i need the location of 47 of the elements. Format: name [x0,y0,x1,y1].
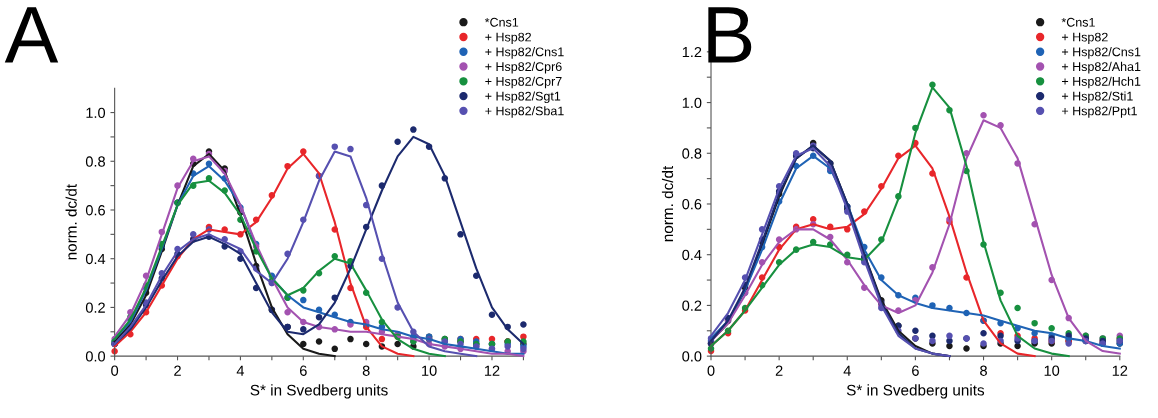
y-tick-label: 0.0 [682,351,702,362]
y-tick-label: 0.2 [682,300,702,311]
x-tick-label: 6 [912,365,919,376]
y-tick-label: 0.0 [85,351,106,362]
y-axis-title: norm. dc/dt [65,184,77,260]
legend-label: *Cns1 [484,17,519,27]
legend-label: + Hsp82/Cns1 [485,47,564,59]
x-tick-label: 4 [843,365,851,376]
annotation: B [708,7,752,63]
y-axis-title: norm. dc/dt [661,165,674,242]
y-tick-label: 0.6 [85,205,105,216]
x-axis-title: S* in Svedberg units [250,384,388,399]
y-tick-label: 0.6 [682,199,702,210]
y-tick-label: 0.4 [85,253,106,265]
y-tick-label: 0.8 [682,148,702,159]
x-tick-label: 2 [775,365,783,376]
y-tick-label: 0.8 [85,156,105,167]
y-tick-label: 0.4 [682,249,702,261]
legend-label: + Hsp82/Sgt1 [485,91,561,104]
x-tick-label: 2 [174,365,181,376]
legend-label: + Hsp82/Cpr6 [485,61,562,74]
x-tick-label: 12 [484,365,500,376]
x-tick-label: 4 [236,365,245,376]
legend-label: + Hsp82/Cpr7 [485,76,562,89]
legend-label: + Hsp82/Hch1 [1062,76,1141,89]
legend-label: + Hsp82/Aha1 [1062,61,1141,74]
y-tick-label: 0.2 [85,302,105,313]
x-tick-label: 8 [980,365,987,376]
x-tick-label: 6 [299,365,307,376]
legend-label: *Cns1 [1061,17,1095,27]
legend-label: + Hsp82/Cns1 [1062,47,1141,59]
x-axis-title: S* in Svedberg units [846,384,985,399]
legend-label: + Hsp82/Sti1 [1062,91,1133,104]
legend-label: + Hsp82/Sba1 [485,106,564,118]
legend-label: + Hsp82 [1062,32,1108,44]
x-tick-label: 8 [362,365,370,376]
y-tick-label: 1.0 [682,97,702,108]
x-tick-label: 10 [422,365,437,376]
legend-label: + Hsp82 [485,32,531,44]
y-tick-label: 1.0 [86,107,106,118]
y-tick-label: 1.2 [682,46,702,58]
x-tick-label: 10 [1044,365,1060,376]
x-tick-label: 0 [111,365,119,376]
text: A [4,7,59,63]
x-tick-label: 12 [1112,365,1128,376]
x-tick-label: 0 [707,365,715,376]
legend-label: + Hsp82/Ppt1 [1062,106,1137,118]
